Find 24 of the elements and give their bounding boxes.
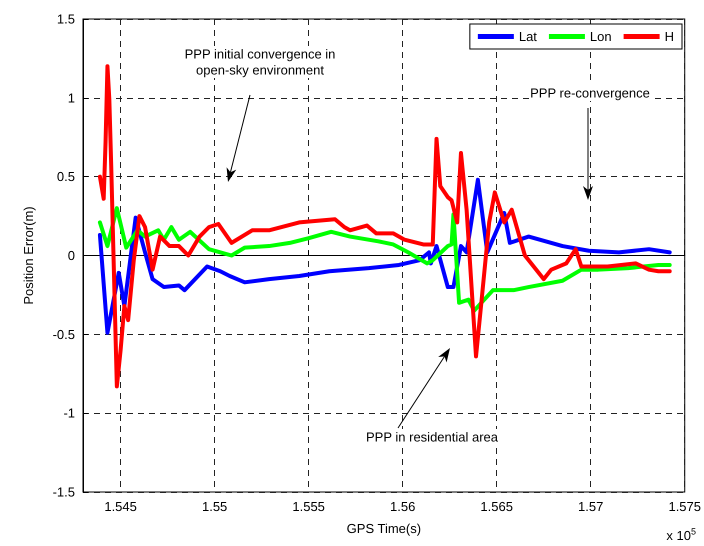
- legend-label: Lon: [590, 29, 612, 44]
- y-axis-title: Position Error(m): [21, 206, 36, 305]
- y-tick-label: -1.5: [52, 484, 75, 500]
- annotation: PPP re-convergence: [530, 86, 650, 100]
- y-tick-label: -0.5: [52, 326, 75, 342]
- x-tick-label: 1.55: [202, 499, 228, 514]
- annotation: PPP initial convergence in open-sky environment: [184, 46, 336, 78]
- y-tick-label: 1.5: [56, 12, 75, 26]
- y-tick-label: 0.5: [56, 169, 75, 184]
- line-series: [98, 64, 672, 388]
- x-tick-label: 1.555: [292, 499, 325, 514]
- y-tick-label: 1: [68, 90, 75, 106]
- x-axis-title: GPS Time(s): [346, 521, 422, 536]
- x-tick-label: 1.545: [104, 499, 137, 514]
- x-tick-label: 1.56: [390, 499, 416, 514]
- legend-label: H: [664, 29, 674, 44]
- y-tick-label: -1: [63, 406, 75, 421]
- legend-label: Lat: [518, 29, 538, 44]
- y-tick-label: 0: [68, 248, 75, 263]
- annotation: PPP in residential area: [366, 430, 499, 444]
- x-tick-label: 1.57: [578, 499, 604, 514]
- x-tick-label: 1.565: [480, 499, 513, 514]
- line-series: [98, 206, 672, 313]
- x-tick-label: 1.575: [668, 499, 702, 514]
